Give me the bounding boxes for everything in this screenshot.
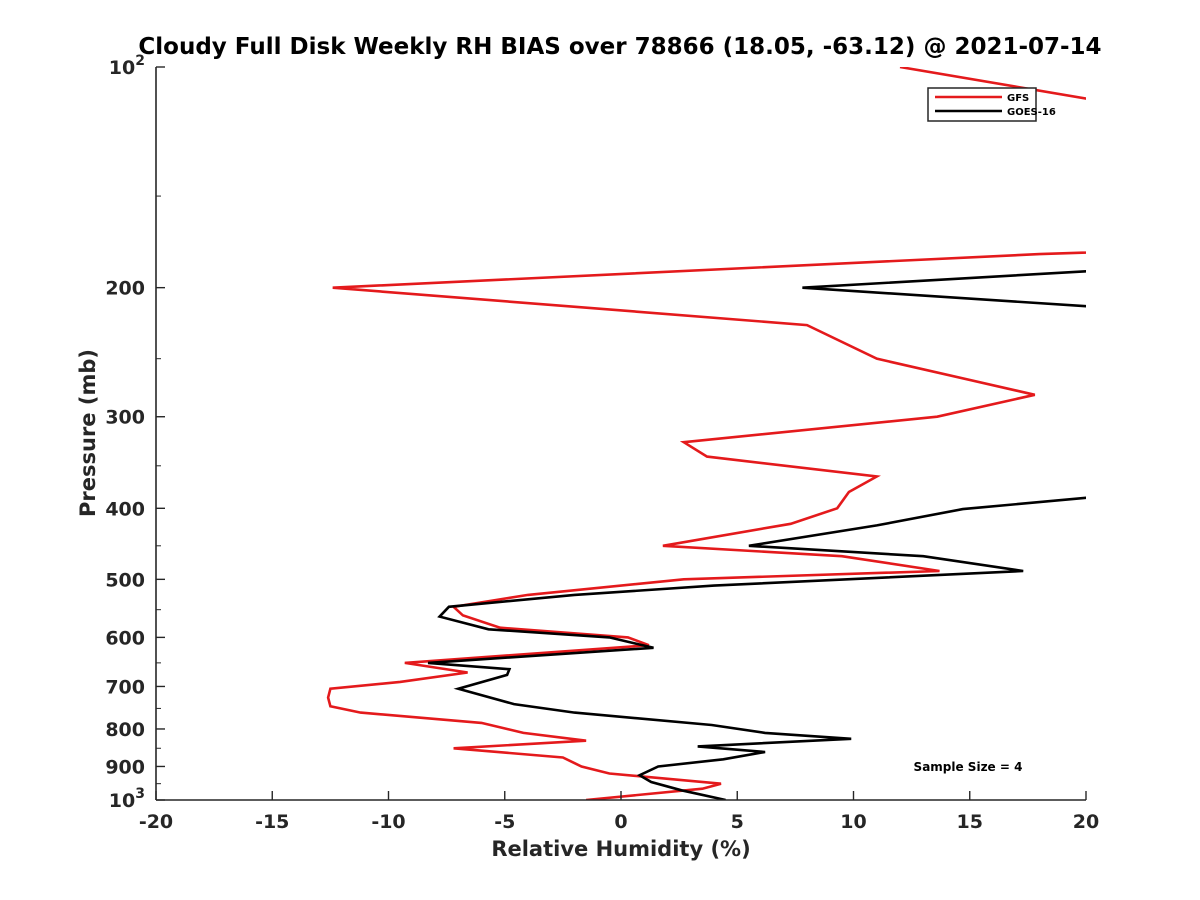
x-tick-label: -10 (371, 811, 405, 833)
x-tick-label: -15 (255, 811, 289, 833)
series-layer (326, 67, 1086, 800)
y-tick-label: 102 (109, 53, 145, 79)
x-tick-label: 10 (840, 811, 866, 833)
y-tick-label: 300 (105, 407, 145, 429)
x-axis-title: Relative Humidity (%) (491, 837, 750, 861)
x-tick-label: 5 (731, 811, 744, 833)
legend: GFS GOES-16 (927, 87, 1056, 122)
x-tick-label: 20 (1073, 811, 1099, 833)
chart-title: Cloudy Full Disk Weekly RH BIAS over 788… (138, 34, 1101, 60)
y-tick-label: 900 (105, 756, 145, 778)
y-tick-label: 600 (105, 627, 145, 649)
y-tick-label: 103 (109, 786, 145, 812)
y-tick-label: 700 (105, 676, 145, 698)
y-tick-label: 800 (105, 719, 145, 741)
sample-size-annotation: Sample Size = 4 (914, 760, 1023, 774)
x-tick-label: 15 (957, 811, 983, 833)
x-tick-label: -20 (139, 811, 173, 833)
x-tick-label: -5 (494, 811, 515, 833)
legend-box (927, 87, 1037, 122)
axes-layer: -20 -15 -10 -5 0 5 10 15 20 102 200 300 400 500 600 700… (105, 53, 1099, 833)
x-tick-label: 0 (614, 811, 627, 833)
y-tick-label: 200 (105, 278, 145, 300)
series-line-gfs (326, 67, 1086, 800)
series-line-goes-16 (427, 269, 1086, 800)
y-tick-label: 500 (105, 569, 145, 591)
y-tick-label: 400 (105, 498, 145, 520)
legend-label-gfs: GFS (1007, 93, 1029, 104)
legend-label-goes-16: GOES-16 (1007, 107, 1056, 118)
y-axis-title: Pressure (mb) (76, 349, 100, 517)
